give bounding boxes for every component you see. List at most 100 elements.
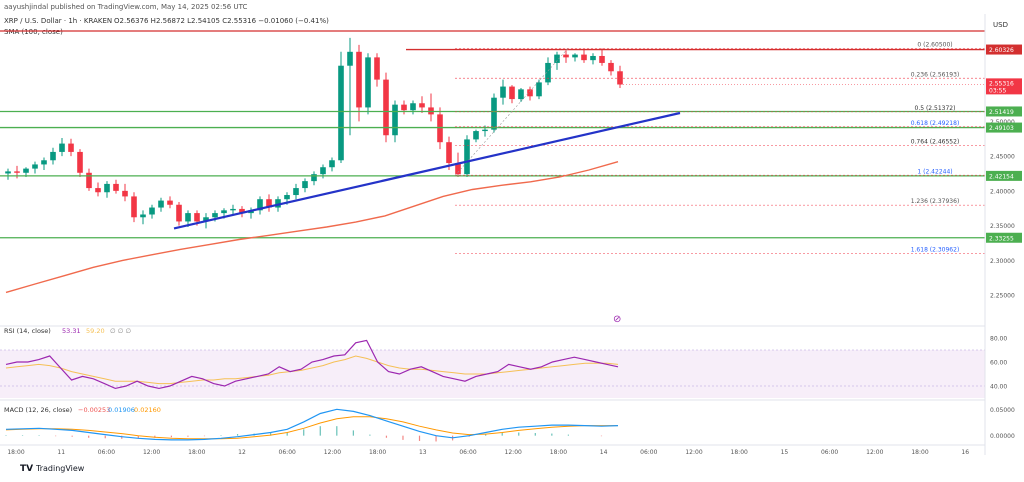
candle-body xyxy=(14,171,20,173)
time-tick-label: 06:00 xyxy=(459,449,476,456)
time-tick-label: 12:00 xyxy=(324,449,341,456)
candle-body xyxy=(140,214,146,218)
replay-icon[interactable]: ⊘ xyxy=(613,314,621,325)
candles-layer xyxy=(5,37,623,229)
candle-body xyxy=(266,199,272,208)
macd-signal-value: 0.02160 xyxy=(134,406,161,414)
rsi-legend: RSI (14, close) xyxy=(4,327,51,335)
rsi-panel: RSI (14, close) 53.31 59.20 ∅ ∅ ∅ xyxy=(0,327,985,398)
candle-body xyxy=(239,208,245,214)
time-tick-label: 13 xyxy=(419,449,427,456)
candle-body xyxy=(383,79,389,136)
price-level-badge xyxy=(986,122,1022,133)
candle-body xyxy=(338,65,344,161)
time-tick-label: 18:00 xyxy=(550,449,567,456)
candle-body xyxy=(500,86,506,98)
last-price-countdown: 03:55 xyxy=(989,87,1006,94)
price-level-badge xyxy=(986,232,1022,243)
rsi-value: 53.31 xyxy=(62,327,81,335)
price-level-badge xyxy=(986,44,1022,55)
macd-signal-line xyxy=(5,416,618,440)
candle-body xyxy=(68,143,74,152)
candle-body xyxy=(149,207,155,215)
candle-body xyxy=(302,181,308,189)
time-tick-label: 12 xyxy=(238,449,246,456)
candle-body xyxy=(491,97,497,130)
price-tick-label: 2.40000 xyxy=(990,188,1015,195)
candle-body xyxy=(5,171,11,174)
candle-body xyxy=(473,131,479,140)
sma-100-line xyxy=(5,161,619,294)
candle-body xyxy=(590,55,596,61)
symbol-line: XRP / U.S. Dollar · 1h · KRAKEN xyxy=(4,17,112,25)
candle-body xyxy=(86,172,92,189)
rsi-ma-value: 59.20 xyxy=(86,327,105,335)
candle-body xyxy=(320,167,326,175)
sma-legend: SMA (100, close) xyxy=(4,28,63,36)
time-tick-label: 18:00 xyxy=(731,449,748,456)
candle-body xyxy=(374,57,380,80)
time-tick-label: 15 xyxy=(781,449,789,456)
candle-body xyxy=(122,190,128,197)
rsi-tick-label: 80.00 xyxy=(990,336,1007,343)
time-tick-label: 12:00 xyxy=(685,449,702,456)
time-tick-label: 18:00 xyxy=(188,449,205,456)
candle-body xyxy=(581,54,587,61)
candle-body xyxy=(41,160,47,165)
macd-line xyxy=(5,408,619,441)
time-tick-label: 12:00 xyxy=(866,449,883,456)
candle-body xyxy=(77,151,83,173)
overlays-layer: 0 (2.60500) 0.236 (2.56193) 0.5 (2.51372) 0… xyxy=(0,30,985,294)
fib-level-label: 0.764 (2.46552) xyxy=(911,138,960,145)
candle-body xyxy=(113,183,119,191)
time-tick-label: 12:00 xyxy=(143,449,160,456)
candle-body xyxy=(230,208,236,211)
candle-body xyxy=(464,139,470,175)
candle-body xyxy=(527,89,533,97)
time-tick-label: 11 xyxy=(57,449,65,456)
candle-body xyxy=(194,213,200,222)
candle-body xyxy=(437,114,443,143)
fib-level-label: 0 (2.60500) xyxy=(917,41,952,48)
candle-body xyxy=(176,204,182,222)
price-level-label: 2.33255 xyxy=(989,235,1014,242)
rsi-tick-label: 60.00 xyxy=(990,360,1007,367)
fib-diagonal xyxy=(454,48,569,176)
rsi-tick-label: 40.00 xyxy=(990,384,1007,391)
price-tick-label: 2.30000 xyxy=(990,258,1015,265)
rsi-extra-value: ∅ ∅ ∅ xyxy=(110,327,131,335)
candle-body xyxy=(257,199,263,211)
rsi-band xyxy=(0,350,985,398)
candle-body xyxy=(410,103,416,111)
candle-body xyxy=(185,213,191,222)
macd-legend: MACD (12, 26, close) xyxy=(4,406,72,414)
time-tick-label: 06:00 xyxy=(98,449,115,456)
ascending-trendline xyxy=(173,111,681,230)
candle-body xyxy=(347,51,353,66)
time-tick-label: 18:00 xyxy=(7,449,24,456)
candle-body xyxy=(554,54,560,63)
candle-body xyxy=(608,62,614,72)
ohlc-values: O2.56376 H2.56872 L2.54105 C2.55316 −0.0… xyxy=(114,17,329,25)
candle-body xyxy=(518,89,524,100)
price-level-label: 2.49103 xyxy=(989,125,1014,132)
price-level-label: 2.60326 xyxy=(989,47,1014,54)
candle-body xyxy=(104,183,110,193)
candle-body xyxy=(419,103,425,108)
time-tick-label: 18:00 xyxy=(911,449,928,456)
candle-body xyxy=(329,160,335,168)
candle-body xyxy=(401,104,407,111)
price-level-badge xyxy=(986,106,1022,117)
time-tick-label: 18:00 xyxy=(369,449,386,456)
macd-tick-label: 0.05000 xyxy=(990,407,1015,414)
rsi-line xyxy=(5,339,619,390)
time-tick-label: 14 xyxy=(600,449,608,456)
fib-level-label: 1 (2.42244) xyxy=(917,168,952,175)
candle-body xyxy=(311,174,317,182)
currency-label: USD xyxy=(993,21,1008,29)
time-tick-label: 06:00 xyxy=(821,449,838,456)
price-level-label: 2.51419 xyxy=(989,109,1014,116)
price-tick-label: 2.25000 xyxy=(990,293,1015,300)
rsi-ma-line xyxy=(5,355,619,385)
